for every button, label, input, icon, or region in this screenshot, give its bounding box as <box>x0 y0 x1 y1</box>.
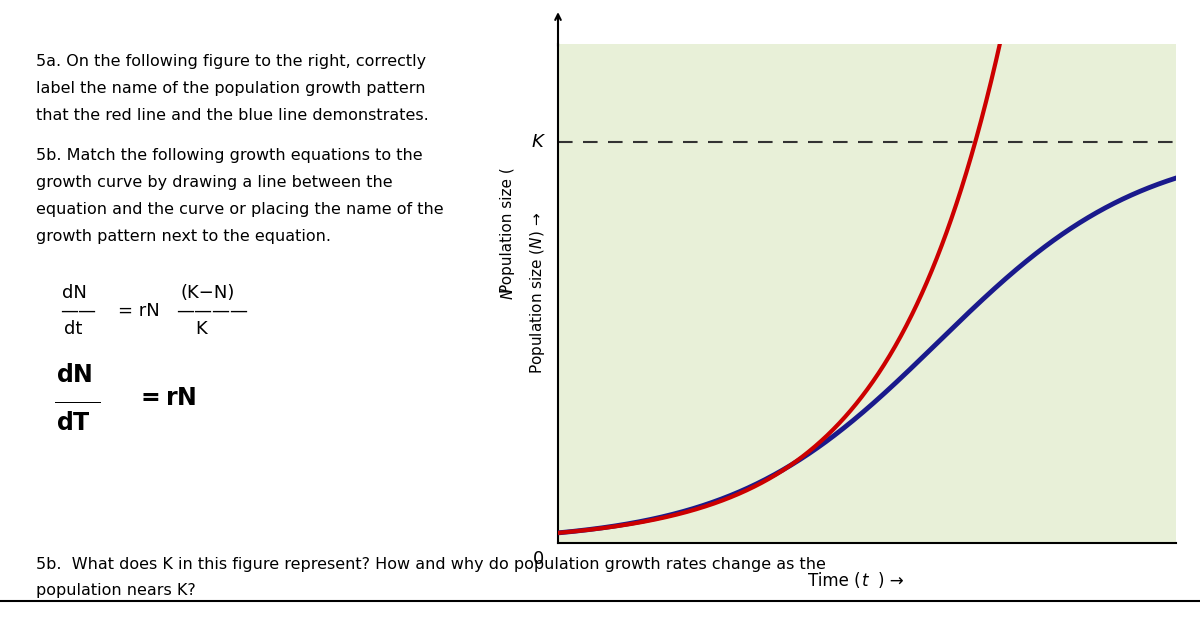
Text: $\mathbf{= rN}$: $\mathbf{= rN}$ <box>136 386 196 410</box>
Text: ) →: ) → <box>878 572 904 589</box>
Text: Time (: Time ( <box>809 572 862 589</box>
Text: $\mathbf{dN}$: $\mathbf{dN}$ <box>56 363 92 387</box>
Text: equation and the curve or placing the name of the: equation and the curve or placing the na… <box>36 202 444 217</box>
Text: growth pattern next to the equation.: growth pattern next to the equation. <box>36 229 331 244</box>
Text: $\mathbf{\overline{\;\;\;\;\;\;\;}}$: $\mathbf{\overline{\;\;\;\;\;\;\;}}$ <box>54 386 101 410</box>
Text: 5b.  What does K in this figure represent? How and why do population growth rate: 5b. What does K in this figure represent… <box>36 557 826 572</box>
Text: that the red line and the blue line demonstrates.: that the red line and the blue line demo… <box>36 108 428 123</box>
Text: 0: 0 <box>533 550 545 569</box>
Text: Population size (: Population size ( <box>500 168 515 293</box>
Text: t: t <box>863 572 869 589</box>
Y-axis label: Population size ($\it{N}$) →: Population size ($\it{N}$) → <box>528 213 547 374</box>
Text: K: K <box>196 320 208 338</box>
Text: 5a. On the following figure to the right, correctly: 5a. On the following figure to the right… <box>36 54 426 69</box>
Text: ——: —— <box>60 302 96 320</box>
Text: $\mathbf{dT}$: $\mathbf{dT}$ <box>56 411 91 435</box>
Text: (K−N): (K−N) <box>180 284 234 302</box>
Text: dt: dt <box>64 320 82 338</box>
Text: K: K <box>532 133 544 151</box>
Text: dN: dN <box>62 284 88 302</box>
Text: label the name of the population growth pattern: label the name of the population growth … <box>36 81 426 96</box>
Text: = rN: = rN <box>118 302 160 320</box>
Text: growth curve by drawing a line between the: growth curve by drawing a line between t… <box>36 175 392 190</box>
Text: ————: ———— <box>176 302 248 320</box>
Text: population nears K?: population nears K? <box>36 583 196 598</box>
Text: N: N <box>500 288 515 299</box>
Text: 5b. Match the following growth equations to the: 5b. Match the following growth equations… <box>36 148 422 163</box>
